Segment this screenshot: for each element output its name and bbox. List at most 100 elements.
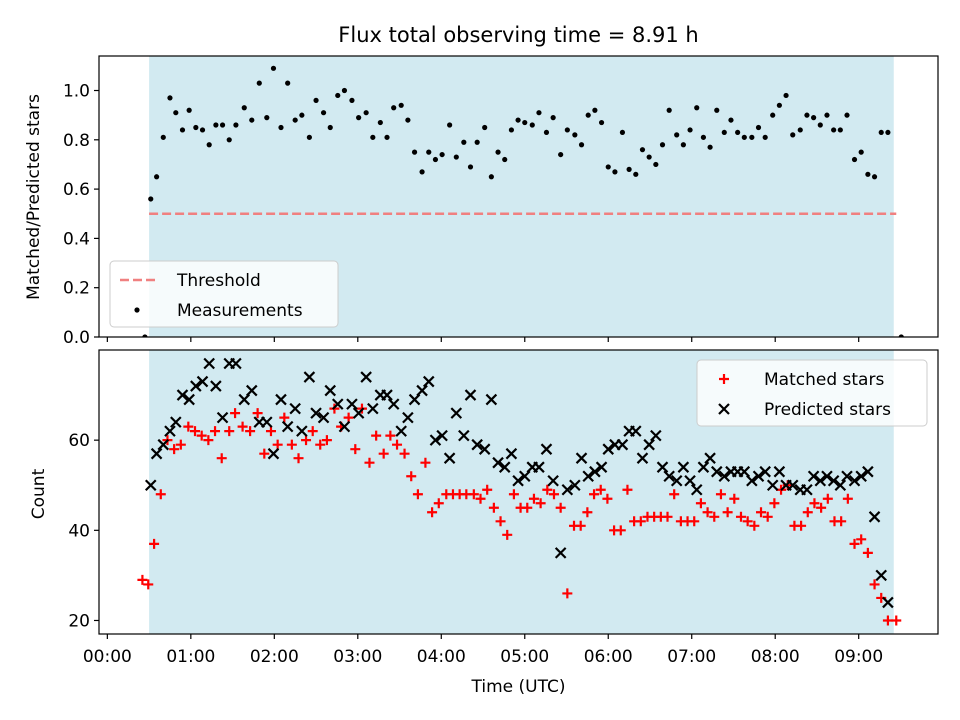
measurement-point: [356, 115, 362, 121]
predicted-star-point: [176, 389, 189, 401]
measurement-point: [482, 124, 488, 131]
y-tick-label: 0.6: [63, 180, 90, 200]
predicted-star-point: [492, 456, 504, 469]
measurement-point: [241, 105, 247, 111]
predicted-star-point: [827, 474, 840, 487]
measurement-point: [694, 105, 700, 111]
matched-star-point: [482, 484, 493, 495]
matched-star-point: [582, 507, 593, 518]
predicted-star-point: [656, 461, 669, 473]
predicted-star-point: [289, 402, 301, 415]
predicted-star-point: [575, 452, 588, 464]
measurement-point: [467, 164, 474, 170]
measurement-point: [461, 139, 467, 145]
measurement-point: [558, 151, 564, 158]
x-tick-label: 02:00: [250, 647, 299, 667]
measurement-point: [515, 117, 521, 123]
matched-star-point: [321, 435, 332, 446]
predicted-star-point: [882, 596, 894, 609]
matched-star-point: [575, 520, 586, 531]
measurement-point: [264, 115, 270, 121]
measurement-point: [804, 112, 810, 118]
matched-star-point: [230, 408, 241, 419]
measurement-point: [270, 65, 277, 71]
measurement-point: [502, 156, 508, 163]
measurement-point: [550, 115, 556, 121]
predicted-star-point: [144, 479, 157, 492]
legend: Threshold Measurements: [109, 260, 339, 328]
measurement-point: [285, 80, 291, 86]
predicted-star-point: [786, 479, 799, 492]
predicted-star-point: [616, 438, 629, 451]
predicted-star-point: [589, 465, 601, 478]
matched-star-point: [836, 516, 847, 527]
matched-star-point: [849, 538, 860, 549]
matched-star-point: [475, 493, 486, 504]
measurement-point: [320, 110, 327, 116]
predicted-star-point: [547, 474, 559, 487]
measurement-point: [142, 334, 148, 337]
predicted-star-point: [450, 407, 463, 419]
axes-frame: [98, 349, 939, 635]
predicted-star-point: [210, 380, 222, 392]
predicted-star-point: [381, 389, 393, 401]
predicted-star-point: [569, 479, 581, 492]
predicted-star-point: [458, 429, 470, 442]
matched-star-point: [802, 507, 813, 518]
predicted-star-point: [331, 398, 344, 410]
predicted-star-point: [422, 375, 435, 388]
measurement-point: [755, 124, 762, 131]
predicted-star-point: [360, 371, 372, 383]
predicted-star-point: [275, 393, 287, 406]
measurement-point: [851, 156, 858, 163]
measurement-point: [249, 117, 255, 123]
matched-star-point: [399, 448, 410, 459]
measurement-point: [186, 107, 192, 113]
matched-star-point: [203, 435, 214, 446]
predicted-star-point: [801, 483, 813, 496]
matched-star-point: [350, 444, 361, 455]
predicted-star-point: [436, 429, 448, 442]
matched-star-point: [420, 457, 431, 468]
measurement-point: [858, 149, 864, 155]
predicted-star-point: [245, 384, 258, 397]
matched-star-point: [522, 502, 533, 513]
x-tick-label: 00:00: [83, 647, 132, 667]
matched-star-point: [709, 511, 720, 522]
matched-star-point: [143, 579, 154, 590]
measurement-point: [639, 147, 646, 153]
predicted-star-point: [296, 425, 308, 437]
predicted-star-point: [310, 407, 322, 419]
predicted-star-point: [281, 420, 294, 433]
ratio-panel: Matched/Predicted stars 0.0 0.2 0.4 0.6 0.8 1…: [24, 55, 939, 348]
predicted-star-point: [216, 411, 229, 424]
measurement-point: [341, 87, 348, 94]
measurement-point: [626, 166, 632, 172]
matched-star-point: [252, 408, 263, 419]
measurement-point: [411, 149, 418, 155]
predicted-star-point: [582, 470, 594, 482]
predicted-star-point: [684, 474, 696, 487]
measurement-point: [564, 127, 570, 133]
measurement-point: [871, 174, 878, 180]
measurement-point: [327, 124, 333, 131]
measurement-point: [592, 107, 598, 113]
measurement-point: [619, 129, 626, 136]
matched-star-point: [528, 493, 539, 504]
matched-star-point: [433, 498, 444, 509]
matched-star-point: [695, 498, 706, 509]
predicted-star-point: [485, 393, 498, 406]
matched-star-point: [869, 579, 880, 590]
measurement-point: [508, 127, 515, 133]
measurement-point: [898, 334, 904, 337]
matched-star-point: [749, 520, 760, 531]
measurement-point: [447, 122, 453, 128]
predicted-star-point: [697, 461, 710, 473]
predicted-star-point: [821, 470, 833, 482]
predicted-star-point: [561, 483, 574, 496]
measurement-point: [646, 154, 652, 160]
legend-entry-label: Measurements: [177, 301, 303, 321]
measurement-point: [179, 127, 186, 133]
measurement-point: [728, 117, 734, 123]
predicted-star-point: [387, 398, 400, 410]
